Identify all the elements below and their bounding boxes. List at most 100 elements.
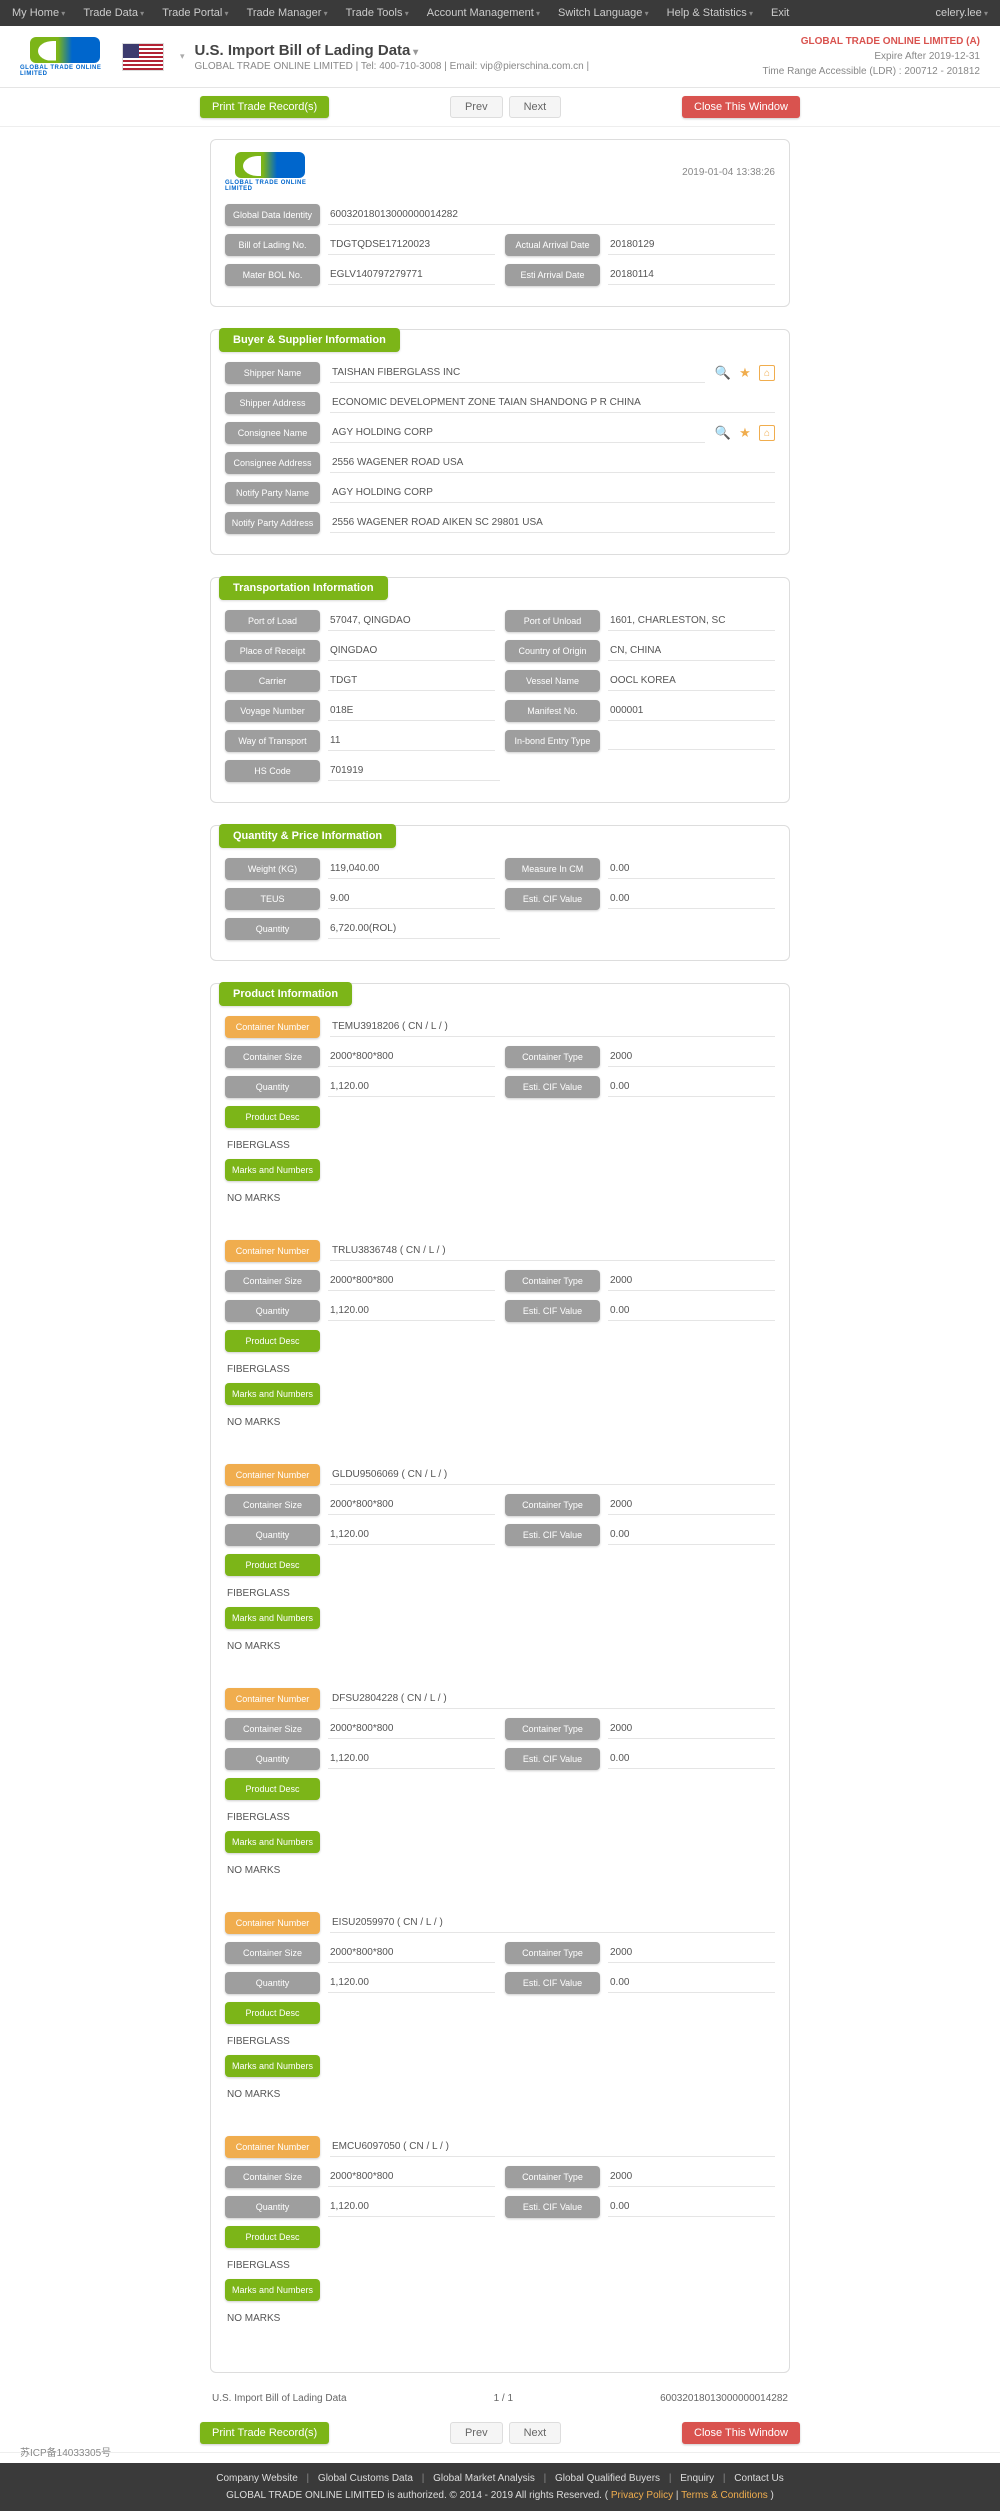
nav-item-trade-tools[interactable]: Trade Tools [346, 7, 409, 19]
product-desc-value: FIBERGLASS [225, 2256, 775, 2279]
marks-numbers-value: NO MARKS [225, 1637, 775, 1660]
container-number-label: Container Number [225, 1464, 320, 1486]
nav-item-trade-manager[interactable]: Trade Manager [247, 7, 328, 19]
print-button-bottom[interactable]: Print Trade Record(s) [200, 2422, 329, 2444]
expiry-date: Expire After 2019-12-31 [762, 49, 980, 64]
container-number-label: Container Number [225, 2136, 320, 2158]
country-flag-selector[interactable]: ▾ [110, 43, 185, 71]
page-title[interactable]: U.S. Import Bill of Lading Data [195, 42, 763, 59]
bol-value: TDGTQDSE17120023 [328, 235, 495, 255]
bol-label: Bill of Lading No. [225, 234, 320, 256]
footer-link-global-qualified-buyers[interactable]: Global Qualified Buyers [555, 2473, 660, 2484]
nav-item-help-statistics[interactable]: Help & Statistics [667, 7, 753, 19]
container-number-value: GLDU9506069 ( CN / L / ) [330, 1465, 775, 1485]
product-quantity-label: Quantity [225, 2196, 320, 2218]
measure-value: 0.00 [608, 859, 775, 879]
top-nav: My Home Trade Data Trade Portal Trade Manag… [0, 0, 1000, 26]
privacy-policy-link[interactable]: Privacy Policy [611, 2490, 673, 2501]
footer-link-company-website[interactable]: Company Website [216, 2473, 298, 2484]
container-number-label: Container Number [225, 1688, 320, 1710]
nav-item-account-management[interactable]: Account Management [427, 7, 540, 19]
next-button-bottom[interactable]: Next [509, 2422, 562, 2444]
next-button[interactable]: Next [509, 96, 562, 118]
company-name: GLOBAL TRADE ONLINE LIMITED (A) [762, 34, 980, 49]
container-size-label: Container Size [225, 2166, 320, 2188]
footer-link-global-customs-data[interactable]: Global Customs Data [318, 2473, 413, 2484]
terms-link[interactable]: Terms & Conditions [681, 2490, 768, 2501]
container-size-label: Container Size [225, 1046, 320, 1068]
aad-value: 20180129 [608, 235, 775, 255]
vessel-name-label: Vessel Name [505, 670, 600, 692]
container-type-label: Container Type [505, 1270, 600, 1292]
port-unload-value: 1601, CHARLESTON, SC [608, 611, 775, 631]
ead-label: Esti Arrival Date [505, 264, 600, 286]
container-size-value: 2000*800*800 [328, 1943, 495, 1963]
hs-code-label: HS Code [225, 760, 320, 782]
product-cif-value: 0.00 [608, 1077, 775, 1097]
home-icon[interactable]: ⌂ [759, 425, 775, 441]
footer-link-enquiry[interactable]: Enquiry [680, 2473, 714, 2484]
container-type-value: 2000 [608, 1271, 775, 1291]
product-cif-value: 0.00 [608, 2197, 775, 2217]
copyright-close: ) [768, 2490, 774, 2501]
product-desc-value: FIBERGLASS [225, 1808, 775, 1831]
product-block: Container Number GLDU9506069 ( CN / L / )… [225, 1464, 775, 1660]
container-size-value: 2000*800*800 [328, 1719, 495, 1739]
container-type-value: 2000 [608, 1719, 775, 1739]
product-quantity-label: Quantity [225, 1748, 320, 1770]
country-origin-value: CN, CHINA [608, 641, 775, 661]
nav-item-trade-data[interactable]: Trade Data [83, 7, 144, 19]
user-menu[interactable]: celery.lee [935, 7, 988, 19]
way-transport-value: 11 [328, 731, 495, 751]
container-type-label: Container Type [505, 2166, 600, 2188]
place-receipt-label: Place of Receipt [225, 640, 320, 662]
search-icon[interactable]: 🔍 [715, 425, 731, 441]
notify-party-address-value: 2556 WAGENER ROAD AIKEN SC 29801 USA [330, 513, 775, 533]
action-bar-bottom: Print Trade Record(s) Prev Next Close Th… [0, 2414, 1000, 2453]
nav-item-switch-language[interactable]: Switch Language [558, 7, 649, 19]
container-number-value: EMCU6097050 ( CN / L / ) [330, 2137, 775, 2157]
print-button[interactable]: Print Trade Record(s) [200, 96, 329, 118]
mbol-label: Mater BOL No. [225, 264, 320, 286]
container-number-value: TEMU3918206 ( CN / L / ) [330, 1017, 775, 1037]
container-size-label: Container Size [225, 1942, 320, 1964]
footer-link-contact-us[interactable]: Contact Us [734, 2473, 783, 2484]
product-desc-label: Product Desc [225, 1106, 320, 1128]
manifest-label: Manifest No. [505, 700, 600, 722]
product-desc-label: Product Desc [225, 1554, 320, 1576]
close-button-bottom[interactable]: Close This Window [682, 2422, 800, 2444]
ead-value: 20180114 [608, 265, 775, 285]
product-cif-value: 0.00 [608, 1749, 775, 1769]
product-cif-label: Esti. CIF Value [505, 1972, 600, 1994]
footer-line: U.S. Import Bill of Lading Data 1 / 1 60… [210, 2387, 790, 2410]
measure-label: Measure In CM [505, 858, 600, 880]
product-block: Container NumberTEMU3918206 ( CN / L / )… [225, 1016, 775, 1212]
quantity-value: 6,720.00(ROL) [328, 919, 500, 939]
close-button[interactable]: Close This Window [682, 96, 800, 118]
star-icon[interactable]: ★ [737, 425, 753, 441]
search-icon[interactable]: 🔍 [715, 365, 731, 381]
container-size-value: 2000*800*800 [328, 2167, 495, 2187]
container-number-value: EISU2059970 ( CN / L / ) [330, 1913, 775, 1933]
nav-item-exit[interactable]: Exit [771, 7, 789, 19]
nav-item-my-home[interactable]: My Home [12, 7, 65, 19]
prev-button[interactable]: Prev [450, 96, 503, 118]
inbond-label: In-bond Entry Type [505, 730, 600, 752]
inbond-value [608, 732, 775, 750]
star-icon[interactable]: ★ [737, 365, 753, 381]
footer-nav: 苏ICP备14033305号 Company Website | Global … [0, 2463, 1000, 2511]
home-icon[interactable]: ⌂ [759, 365, 775, 381]
footer-link-global-market-analysis[interactable]: Global Market Analysis [433, 2473, 535, 2484]
prev-button-bottom[interactable]: Prev [450, 2422, 503, 2444]
account-info: GLOBAL TRADE ONLINE LIMITED (A) Expire A… [762, 34, 980, 79]
notify-party-address-label: Notify Party Address [225, 512, 320, 534]
chevron-down-icon: ▾ [180, 51, 185, 62]
action-bar-top: Print Trade Record(s) Prev Next Close Th… [0, 88, 1000, 127]
container-size-label: Container Size [225, 1718, 320, 1740]
quantity-price-title: Quantity & Price Information [219, 824, 396, 848]
product-quantity-value: 1,120.00 [328, 1301, 495, 1321]
nav-item-trade-portal[interactable]: Trade Portal [162, 7, 228, 19]
logo[interactable]: GLOBAL TRADE ONLINE LIMITED [20, 37, 110, 77]
product-quantity-label: Quantity [225, 1972, 320, 1994]
marks-numbers-value: NO MARKS [225, 1189, 775, 1212]
